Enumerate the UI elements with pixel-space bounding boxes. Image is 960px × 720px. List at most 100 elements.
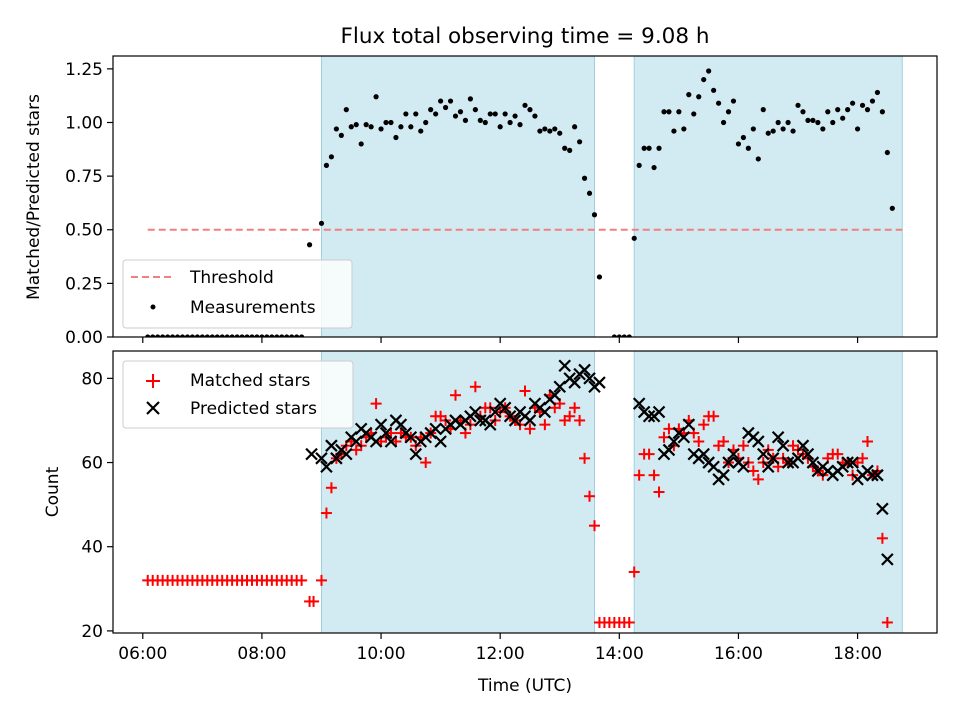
predicted-star-point xyxy=(682,418,696,431)
x-tick-label: 10:00 xyxy=(357,644,406,664)
predicted-star-point xyxy=(806,456,820,469)
measurement-point xyxy=(323,162,330,168)
measurement-point xyxy=(254,334,260,337)
measurements-points xyxy=(145,68,895,337)
top-legend: Threshold Measurements xyxy=(122,259,353,329)
chart-title: Flux total observing time = 9.08 h xyxy=(341,24,710,49)
measurement-point xyxy=(701,76,707,83)
shaded-span-2 xyxy=(634,351,903,633)
predicted-star-point xyxy=(553,380,567,394)
predicted-star-point xyxy=(791,452,805,465)
top-axes-frame xyxy=(112,55,938,338)
matched-star-point xyxy=(658,431,670,443)
y-tick-label: 80 xyxy=(81,369,103,389)
y-tick-label: 0.00 xyxy=(65,328,103,348)
x-tick-label: 18:00 xyxy=(833,644,882,664)
predicted-star-point xyxy=(508,414,522,427)
matched-star-point xyxy=(370,398,382,410)
measurement-point xyxy=(750,126,756,132)
matched-star-point xyxy=(876,532,888,544)
measurement-point xyxy=(423,119,429,126)
measurement-point xyxy=(730,98,737,104)
predicted-star-point xyxy=(662,443,676,457)
predicted-star-point xyxy=(632,397,646,410)
measurement-point xyxy=(487,111,493,117)
matched-star-point xyxy=(663,423,675,435)
bottom-legend-box xyxy=(122,360,354,429)
predicted-star-point xyxy=(498,401,512,415)
measurement-point xyxy=(259,334,265,337)
measurement-point xyxy=(413,111,419,117)
matched-star-point xyxy=(315,574,327,586)
measurement-point xyxy=(328,154,335,160)
measurement-point xyxy=(631,235,637,241)
measurement-point xyxy=(264,334,270,337)
matched-star-point xyxy=(718,435,730,447)
predicted-star-point xyxy=(667,435,681,448)
measurement-point xyxy=(785,119,791,126)
measurement-point xyxy=(666,109,672,115)
measurement-point xyxy=(557,130,563,136)
predicted-star-point xyxy=(761,460,775,474)
predicted-star-point xyxy=(593,376,606,389)
y-tick-label: 60 xyxy=(81,454,103,474)
measurement-point xyxy=(472,107,478,113)
measurement-point xyxy=(447,98,454,104)
matched-star-point xyxy=(857,452,869,464)
predicted-star-point xyxy=(881,553,894,566)
predicted-star-point xyxy=(866,468,879,482)
predicted-star-point xyxy=(305,447,318,461)
matched-star-point xyxy=(296,574,308,586)
predicted-star-point xyxy=(429,422,442,436)
matched-star-point xyxy=(708,410,720,422)
matched-star-point xyxy=(320,507,332,519)
legend-threshold-label: Threshold xyxy=(189,268,274,288)
measurement-point xyxy=(457,109,464,115)
matched-star-point xyxy=(752,473,764,485)
measurement-point xyxy=(532,113,538,119)
shaded-span-1 xyxy=(321,56,595,337)
measurement-point xyxy=(403,111,409,117)
top-legend-box xyxy=(122,259,353,329)
measurement-point xyxy=(165,334,171,337)
measurement-point xyxy=(641,145,647,151)
measurement-point xyxy=(820,126,826,132)
measurement-point xyxy=(681,126,687,132)
predicted-star-point xyxy=(434,435,447,448)
predicted-star-point xyxy=(737,460,750,474)
bottom-shaded-spans xyxy=(320,351,903,633)
measurement-point xyxy=(169,334,176,337)
measurement-point xyxy=(279,334,285,337)
measurement-point xyxy=(696,94,702,100)
measurement-point xyxy=(760,107,766,113)
top-shaded-spans xyxy=(320,56,903,337)
measurement-point xyxy=(348,124,354,130)
predicted-star-point xyxy=(652,405,666,419)
matched-star-point xyxy=(643,448,655,460)
matched-star-point xyxy=(564,410,576,422)
measurement-point xyxy=(854,126,861,132)
matched-star-point xyxy=(569,402,581,414)
x-tick-label: 16:00 xyxy=(714,644,763,664)
measurement-point xyxy=(388,119,394,126)
predicted-star-point xyxy=(697,447,710,461)
measurement-point xyxy=(150,334,156,337)
bottom-legend: Matched stars Predicted stars xyxy=(122,360,354,429)
x-axis-label: Time (UTC) xyxy=(477,676,572,696)
predicted-star-point xyxy=(558,359,571,373)
measurement-point xyxy=(869,98,876,104)
measurement-point xyxy=(299,334,305,337)
measurement-point xyxy=(706,68,712,74)
matched-star-point xyxy=(574,414,586,426)
measurement-point xyxy=(492,111,498,117)
measurement-point xyxy=(581,175,588,181)
measurement-point xyxy=(755,156,761,162)
measurement-point xyxy=(636,162,642,168)
predicted-star-point xyxy=(722,456,735,469)
measurement-point xyxy=(840,115,846,121)
measurement-point xyxy=(830,119,836,126)
bottom-y-ticks: 20 40 60 80 xyxy=(81,369,113,642)
measurement-point xyxy=(452,113,459,119)
measurement-point xyxy=(676,109,682,115)
matched-star-point xyxy=(653,486,665,498)
